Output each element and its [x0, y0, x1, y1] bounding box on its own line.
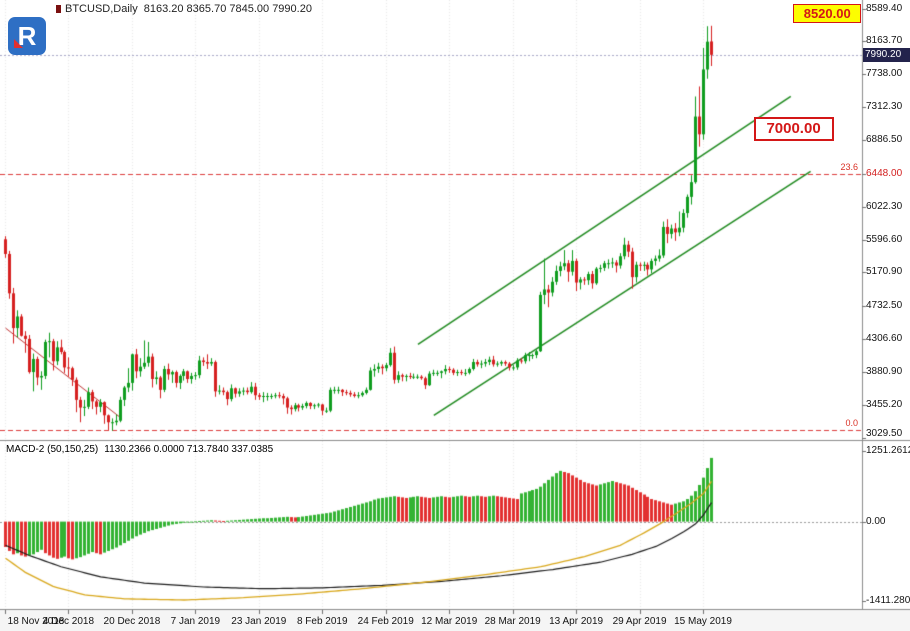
- price-axis-label: 3880.90: [866, 366, 903, 377]
- price-axis-label: 7312.30: [866, 101, 903, 113]
- symbol-timeframe-label: BTCUSD,Daily: [65, 3, 138, 15]
- macd-axis-label: 1251.2612: [866, 445, 910, 457]
- price-axis-label: 8589.40: [866, 2, 903, 14]
- price-axis-label: 5596.60: [866, 233, 903, 245]
- price-axis-label: 4732.50: [866, 300, 903, 312]
- price-level-label[interactable]: 7000.00: [753, 116, 834, 141]
- price-target-label[interactable]: 8520.00: [793, 4, 862, 24]
- date-axis-label: 29 Apr 2019: [612, 616, 667, 627]
- macd-axis-label: 0.00: [866, 515, 886, 527]
- macd-name-label: MACD-2 (50,150,25): [6, 444, 99, 455]
- price-axis-label: 8163.70: [866, 35, 903, 47]
- price-axis-label: 7738.00: [866, 68, 903, 80]
- logo-letter: R: [17, 21, 37, 51]
- fib-236-label[interactable]: 23.6: [840, 161, 858, 172]
- ohlc-readout: 8163.20 8365.70 7845.00 7990.20: [143, 3, 312, 15]
- price-axis-label: 3029.50: [866, 428, 903, 439]
- date-axis-label: 15 May 2019: [674, 616, 732, 627]
- date-axis-label: 4 Dec 2018: [42, 616, 95, 627]
- price-axis-label: 6022.30: [866, 200, 903, 212]
- price-axis-label: 6448.00: [866, 167, 903, 179]
- logo-accent-shape: [14, 39, 23, 48]
- date-axis-label: 20 Dec 2018: [103, 616, 161, 627]
- date-axis-label: 7 Jan 2019: [170, 616, 221, 627]
- candle-marker-icon: [56, 5, 61, 14]
- date-axis-label: 28 Mar 2019: [484, 616, 541, 627]
- macd-values-readout: 1130.2366 0.0000 713.7840 337.0385: [104, 444, 274, 455]
- price-axis-label: 3455.20: [866, 398, 903, 410]
- date-axis-label: 12 Mar 2019: [421, 616, 478, 627]
- date-axis-label: 13 Apr 2019: [549, 616, 604, 627]
- price-axis-label: 4306.60: [866, 333, 903, 345]
- chart-title: BTCUSD,Daily 8163.20 8365.70 7845.00 7990…: [56, 3, 312, 15]
- macd-indicator-title: MACD-2 (50,150,25) 1130.2366 0.0000 713.7…: [6, 444, 273, 455]
- price-axis-label: 6886.50: [866, 133, 903, 145]
- date-axis-label: 8 Feb 2019: [296, 616, 348, 627]
- fib-0-label[interactable]: 0.0: [845, 417, 858, 428]
- date-axis-label: 18 Nov 2018: [7, 616, 65, 627]
- date-axis-label: 24 Feb 2019: [357, 616, 414, 627]
- date-axis-label: 23 Jan 2019: [231, 616, 287, 627]
- current-price-tag: 7990.20: [863, 47, 910, 62]
- broker-logo: R: [8, 17, 46, 55]
- price-axis-label: 5170.90: [866, 266, 903, 278]
